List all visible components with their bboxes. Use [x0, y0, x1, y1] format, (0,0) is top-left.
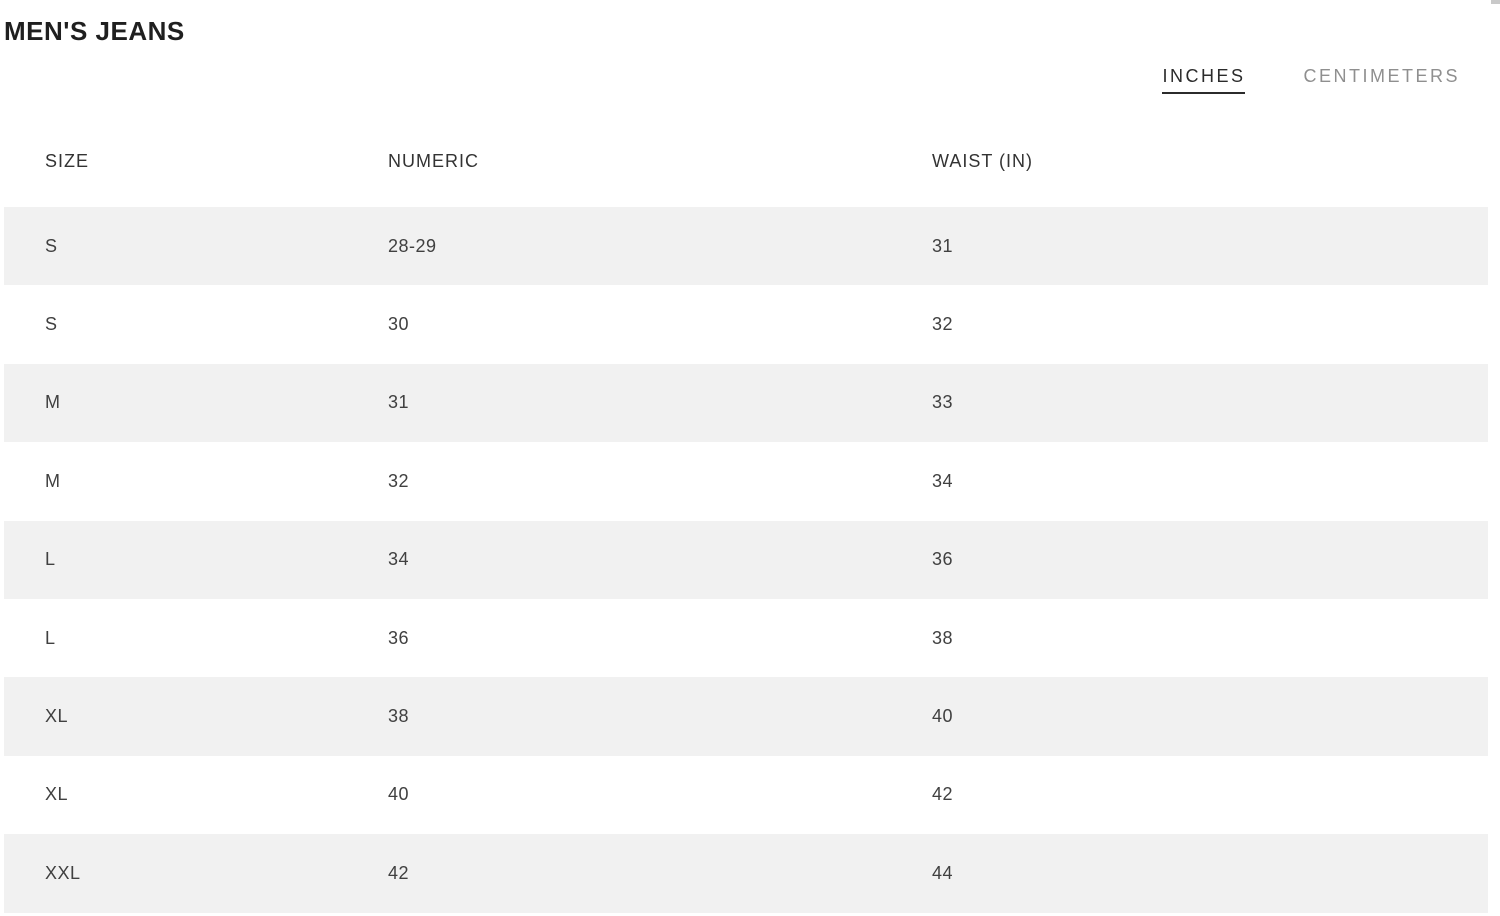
numeric-cell: 28-29: [388, 235, 437, 256]
numeric-cell: 32: [388, 470, 410, 491]
unit-toggle: INCHES CENTIMETERS: [1162, 66, 1460, 94]
waist-cell: 34: [932, 470, 954, 491]
size-cell: S: [45, 314, 58, 335]
waist-cell: 44: [932, 862, 954, 883]
numeric-cell: 38: [388, 706, 410, 727]
clipped-corner-element: [1491, 0, 1500, 4]
table-row: S 28-29 31: [4, 207, 1488, 286]
size-cell: S: [45, 235, 58, 256]
numeric-cell: 40: [388, 784, 410, 805]
waist-cell: 33: [932, 392, 954, 413]
numeric-cell: 36: [388, 627, 410, 648]
column-header-size: SIZE: [45, 151, 90, 171]
size-cell: M: [45, 392, 61, 413]
numeric-cell: 42: [388, 862, 410, 883]
waist-cell: 42: [932, 784, 954, 805]
numeric-cell: 31: [388, 392, 410, 413]
table-row: S 30 32: [4, 285, 1488, 363]
table-row: XL 38 40: [4, 677, 1488, 756]
table-row: L 36 38: [4, 599, 1488, 677]
size-cell: XL: [45, 706, 69, 727]
unit-option-inches[interactable]: INCHES: [1162, 66, 1246, 94]
waist-cell: 32: [932, 314, 954, 335]
waist-cell: 36: [932, 549, 954, 570]
waist-cell: 31: [932, 235, 954, 256]
numeric-cell: 34: [388, 549, 410, 570]
numeric-cell: 30: [388, 314, 410, 335]
table-row: M 32 34: [4, 442, 1488, 520]
waist-cell: 40: [932, 706, 954, 727]
size-cell: XL: [45, 784, 69, 805]
size-cell: M: [45, 470, 61, 491]
column-header-numeric: NUMERIC: [388, 151, 479, 171]
table-row: M 31 33: [4, 363, 1488, 443]
column-header-waist: WAIST (IN): [932, 151, 1033, 171]
size-table-header: SIZE NUMERIC WAIST (IN): [4, 151, 1488, 172]
table-row: L 34 36: [4, 520, 1488, 599]
size-cell: L: [45, 627, 56, 648]
size-cell: L: [45, 549, 56, 570]
table-row: XL 40 42: [4, 756, 1488, 834]
page-title: MEN'S JEANS: [4, 16, 185, 46]
table-row: XXL 42 44: [4, 834, 1488, 913]
unit-option-centimeters[interactable]: CENTIMETERS: [1303, 66, 1460, 86]
waist-cell: 38: [932, 627, 954, 648]
size-cell: XXL: [45, 862, 81, 883]
size-table: S 28-29 31 S 30 32 M 31 33 M 32 34 L 34 …: [4, 207, 1488, 913]
